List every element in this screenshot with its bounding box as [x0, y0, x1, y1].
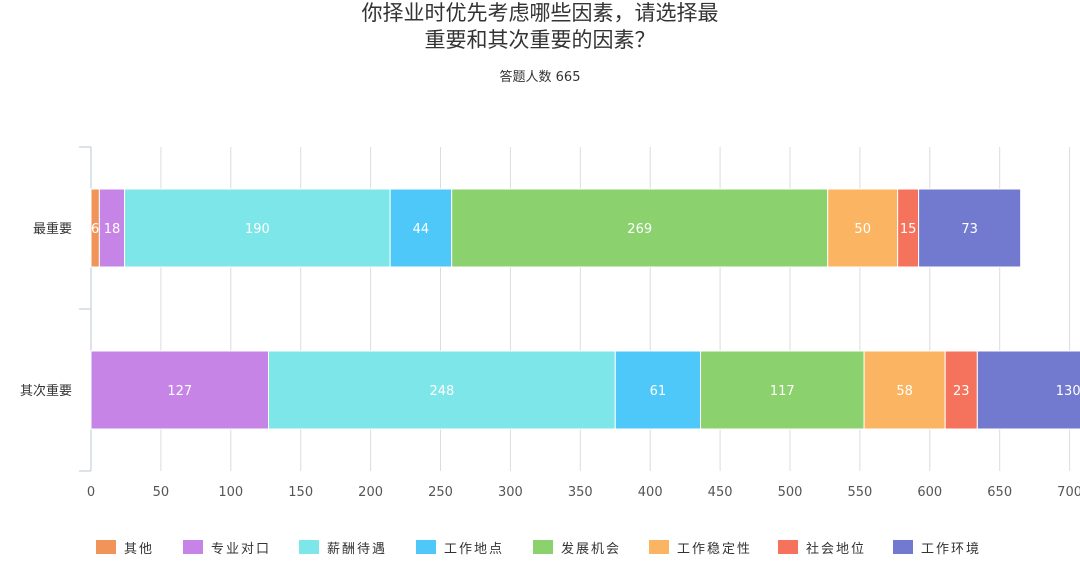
x-tick-label: 150	[288, 485, 313, 500]
x-tick-label: 550	[847, 485, 872, 500]
data-label: 73	[961, 222, 978, 237]
data-label: 190	[245, 222, 270, 237]
legend-label: 工作地点	[444, 541, 505, 557]
bar-segment	[268, 350, 616, 430]
x-tick-label: 700	[1057, 485, 1080, 500]
data-label: 44	[413, 222, 430, 237]
legend-label: 工作环境	[921, 541, 982, 557]
bar-segment	[918, 188, 1022, 268]
legend-item[interactable]: 专业对口	[183, 536, 271, 558]
bar-segment	[98, 188, 126, 268]
bar-segment	[700, 350, 865, 430]
legend-item[interactable]: 社会地位	[778, 536, 866, 558]
data-label: 117	[770, 384, 795, 399]
bar-segment	[944, 350, 978, 430]
x-tick-label: 600	[917, 485, 942, 500]
bar-segment	[90, 350, 270, 430]
x-tick-label: 0	[87, 485, 95, 500]
data-label: 6	[91, 222, 99, 237]
chart-title: 你择业时优先考虑哪些因素，请选择最 重要和其次重要的因素？	[0, 0, 1080, 54]
legend-swatch	[893, 540, 913, 554]
x-tick-label: 400	[638, 485, 663, 500]
legend-label: 社会地位	[806, 541, 867, 557]
legend-label: 其他	[124, 541, 155, 557]
y-category-label: 其次重要	[20, 383, 72, 399]
chart-legend: 其他 专业对口 薪酬待遇 工作地点 发展机会 工作稳定性 社会地位 工作环境	[0, 536, 1080, 558]
data-label: 50	[854, 222, 871, 237]
data-label: 15	[900, 222, 917, 237]
legend-swatch	[96, 540, 116, 554]
bar-segment	[389, 188, 453, 268]
data-label: 269	[627, 222, 652, 237]
chart-title-line-2: 重要和其次重要的因素？	[424, 28, 656, 52]
legend-item[interactable]: 工作环境	[893, 536, 981, 558]
legend-label: 专业对口	[211, 541, 272, 557]
legend-item[interactable]: 其他	[96, 536, 154, 558]
bar-segment	[976, 350, 1080, 430]
legend-label: 工作稳定性	[677, 541, 753, 557]
data-label: 61	[650, 384, 667, 399]
legend-label: 发展机会	[561, 541, 622, 557]
data-label: 18	[104, 222, 121, 237]
x-tick-label: 300	[498, 485, 523, 500]
x-tick-label: 50	[153, 485, 170, 500]
legend-swatch	[649, 540, 669, 554]
legend-item[interactable]: 薪酬待遇	[299, 536, 387, 558]
legend-label: 薪酬待遇	[327, 541, 388, 557]
x-tick-label: 500	[778, 485, 803, 500]
y-category-label: 最重要	[33, 221, 72, 237]
x-tick-label: 100	[218, 485, 243, 500]
bar-segment	[614, 350, 702, 430]
x-tick-label: 450	[708, 485, 733, 500]
legend-item[interactable]: 工作地点	[416, 536, 504, 558]
data-label: 127	[167, 384, 192, 399]
legend-swatch	[778, 540, 798, 554]
legend-swatch	[183, 540, 203, 554]
legend-item[interactable]: 工作稳定性	[649, 536, 752, 558]
data-label: 58	[896, 384, 913, 399]
data-label: 248	[429, 384, 454, 399]
bar-segment	[451, 188, 829, 268]
chart-title-line-1: 你择业时优先考虑哪些因素，请选择最	[361, 1, 719, 25]
bar-segment	[827, 188, 899, 268]
x-tick-label: 200	[358, 485, 383, 500]
x-tick-label: 250	[428, 485, 453, 500]
legend-swatch	[299, 540, 319, 554]
x-tick-label: 650	[987, 485, 1012, 500]
chart-subtitle: 答题人数 665	[499, 70, 581, 85]
legend-item[interactable]: 发展机会	[533, 536, 621, 558]
bar-segment	[124, 188, 391, 268]
legend-swatch	[416, 540, 436, 554]
legend-swatch	[533, 540, 553, 554]
data-label: 23	[953, 384, 970, 399]
bar-segment	[863, 350, 946, 430]
x-tick-label: 350	[568, 485, 593, 500]
data-label: 130	[1056, 384, 1080, 399]
stacked-bar-chart: 0 50 100 150 200 250 300 350 400 450 500 550 600 650 7…	[20, 146, 1080, 500]
